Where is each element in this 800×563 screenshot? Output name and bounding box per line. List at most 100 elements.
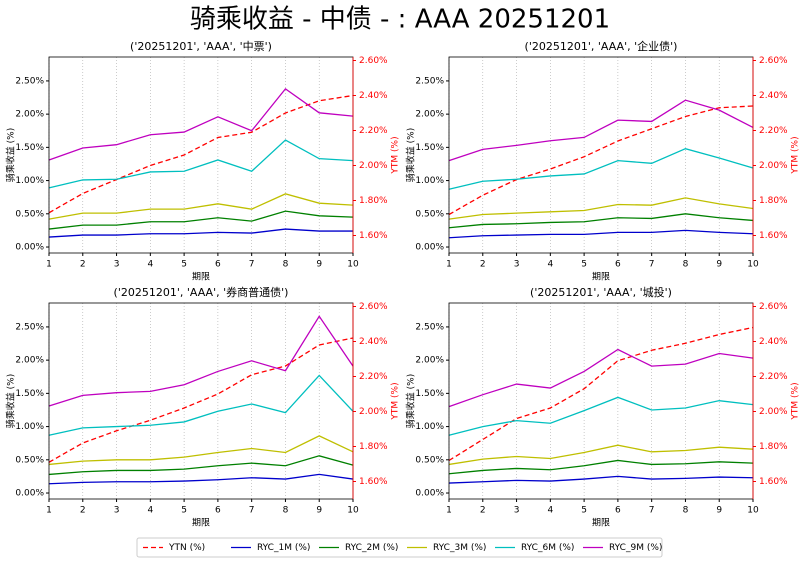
y2-tick-label: 1.60%	[359, 231, 388, 241]
x-tick-label: 10	[347, 260, 359, 270]
series-line	[48, 337, 354, 463]
legend-label: RYC_6M (%)	[521, 543, 574, 553]
y2-tick-label: 2.00%	[759, 407, 788, 417]
x-tick-label: 4	[547, 506, 553, 516]
series-line	[448, 197, 754, 220]
y-tick-label: 1.50%	[415, 143, 444, 153]
x-axis-label: 期限	[592, 272, 610, 283]
subplot-title: ('20251201', 'AAA', '中票')	[130, 40, 272, 53]
x-tick-label: 9	[316, 260, 322, 270]
y2-tick-label: 2.00%	[759, 161, 788, 171]
x-tick-label: 9	[716, 260, 722, 270]
y-tick-label: 0.00%	[415, 243, 444, 253]
x-tick-label: 5	[581, 506, 587, 516]
x-tick-label: 1	[46, 506, 52, 516]
series-line	[448, 459, 754, 475]
x-tick-label: 1	[446, 260, 452, 270]
y2-tick-label: 1.60%	[759, 477, 788, 487]
legend-label: RYC_9M (%)	[609, 543, 662, 553]
x-tick-label: 7	[249, 260, 255, 270]
y-tick-label: 2.50%	[415, 76, 444, 86]
y-tick-label: 1.50%	[15, 389, 44, 399]
y2-tick-label: 2.20%	[759, 126, 788, 136]
y-tick-label: 0.00%	[15, 243, 44, 253]
series-line	[48, 193, 354, 220]
series-line	[48, 455, 354, 476]
y-tick-label: 2.50%	[415, 322, 444, 332]
series-line	[48, 374, 354, 436]
y2-tick-label: 2.00%	[359, 407, 388, 417]
series-line	[448, 105, 754, 216]
x-tick-label: 3	[114, 506, 120, 516]
subplot-title: ('20251201', 'AAA', '企业债')	[525, 39, 678, 53]
y2-tick-label: 2.00%	[359, 161, 388, 171]
series-line	[448, 348, 754, 408]
x-tick-label: 8	[283, 260, 289, 270]
series-line	[448, 99, 754, 162]
x-tick-label: 2	[480, 506, 486, 516]
y-tick-label: 0.50%	[415, 455, 444, 465]
series-line	[48, 210, 354, 230]
x-tick-label: 7	[649, 260, 655, 270]
y-tick-label: 2.00%	[415, 110, 444, 120]
x-tick-label: 5	[181, 506, 187, 516]
x-tick-label: 8	[683, 506, 689, 516]
x-tick-label: 5	[581, 260, 587, 270]
x-tick-label: 3	[114, 260, 120, 270]
x-tick-label: 7	[649, 506, 655, 516]
y-tick-label: 0.00%	[415, 489, 444, 499]
x-tick-label: 6	[615, 260, 621, 270]
y-tick-label: 2.50%	[15, 76, 44, 86]
y-tick-label: 0.00%	[15, 489, 44, 499]
x-tick-label: 2	[80, 506, 86, 516]
y2-tick-label: 2.40%	[359, 337, 388, 347]
x-tick-label: 10	[747, 260, 759, 270]
legend-label: YTN (%)	[168, 543, 205, 553]
subplot-title: ('20251201', 'AAA', '城投')	[530, 285, 672, 299]
series-line	[48, 228, 353, 238]
y-tick-label: 1.50%	[15, 143, 44, 153]
y2-tick-label: 1.80%	[759, 442, 788, 452]
series-line	[448, 444, 754, 466]
y2-tick-label: 2.60%	[759, 302, 788, 312]
series-line	[448, 326, 754, 462]
series-line	[448, 229, 754, 239]
x-tick-label: 1	[446, 506, 452, 516]
y-tick-label: 0.50%	[15, 209, 44, 219]
x-tick-label: 9	[316, 506, 322, 516]
y2-tick-label: 2.40%	[359, 91, 388, 101]
y-tick-label: 0.50%	[415, 209, 444, 219]
y2-tick-label: 2.60%	[359, 302, 388, 312]
x-tick-label: 6	[615, 506, 621, 516]
x-tick-label: 8	[683, 260, 689, 270]
x-tick-label: 2	[80, 260, 86, 270]
y-tick-label: 2.50%	[15, 322, 44, 332]
y2-tick-label: 2.40%	[759, 337, 788, 347]
y-tick-label: 1.00%	[15, 176, 44, 186]
y-tick-label: 0.50%	[15, 455, 44, 465]
x-tick-label: 6	[215, 506, 221, 516]
x-tick-label: 1	[46, 260, 52, 270]
y-tick-label: 2.00%	[15, 110, 44, 120]
series-line	[48, 315, 354, 407]
series-line	[48, 94, 354, 214]
x-tick-label: 4	[147, 506, 153, 516]
series-line	[48, 139, 354, 189]
x-tick-label: 4	[547, 260, 553, 270]
series-line	[448, 148, 754, 190]
legend-label: RYC_1M (%)	[257, 543, 310, 553]
x-tick-label: 4	[147, 260, 153, 270]
y2-tick-label: 1.80%	[359, 196, 388, 206]
y2-tick-label: 2.60%	[359, 56, 388, 66]
y2-axis-label: YTM (%)	[391, 136, 401, 174]
y-axis-label: 骑乘收益 (%)	[5, 374, 17, 428]
y2-tick-label: 1.80%	[759, 196, 788, 206]
y2-tick-label: 1.60%	[359, 477, 388, 487]
series-line	[48, 435, 354, 466]
y-axis-label: 骑乘收益 (%)	[5, 128, 17, 182]
y-tick-label: 1.50%	[415, 389, 444, 399]
y2-tick-label: 2.20%	[359, 372, 388, 382]
y2-tick-label: 2.20%	[359, 126, 388, 136]
legend-box	[136, 537, 663, 558]
